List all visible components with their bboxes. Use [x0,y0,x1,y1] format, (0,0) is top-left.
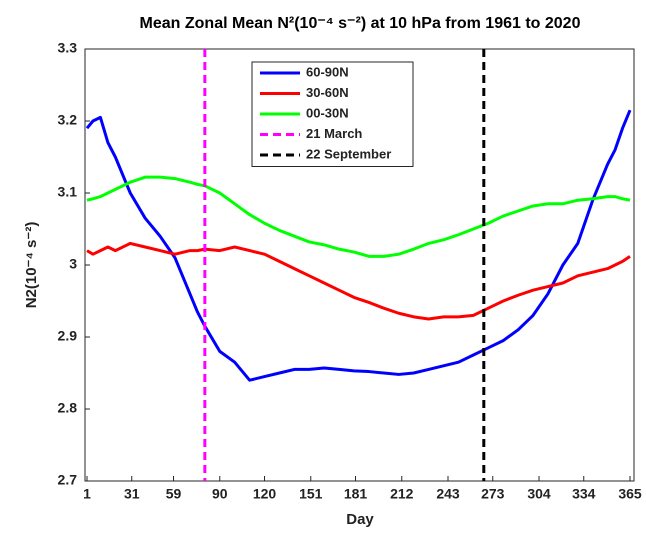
y-tick-label: 2.7 [58,472,78,488]
y-tick-label: 3 [69,256,77,272]
x-tick-label: 120 [253,486,277,502]
y-tick-label: 3.1 [58,184,78,200]
y-tick-label: 3.3 [58,40,78,56]
x-tick-label: 59 [166,486,182,502]
y-axis-label: N2(10⁻⁴ s⁻²) [23,222,40,309]
x-tick-label: 273 [481,486,505,502]
legend-label: 60-90N [306,64,349,79]
legend-label: 22 September [306,146,391,161]
legend-label: 21 March [306,126,362,141]
legend-label: 30-60N [306,85,349,100]
x-tick-label: 304 [527,486,551,502]
legend-label: 00-30N [306,105,349,120]
series-line [85,109,632,382]
x-tick-label: 90 [212,486,228,502]
x-tick-label: 1 [83,486,91,502]
x-tick-label: 243 [436,486,460,502]
chart-title: Mean Zonal Mean N²(10⁻⁴ s⁻²) at 10 hPa f… [140,15,581,32]
x-tick-label: 365 [618,486,642,502]
x-tick-label: 181 [344,486,368,502]
y-tick-label: 2.8 [58,400,78,416]
x-tick-label: 212 [390,486,414,502]
x-axis-label: Day [346,511,374,528]
series-line [86,241,631,321]
y-tick-label: 3.2 [58,112,78,128]
x-tick-label: 151 [299,486,323,502]
x-tick-label: 31 [124,486,140,502]
series-line [86,175,631,258]
x-tick-label: 334 [572,486,596,502]
y-tick-label: 2.9 [58,328,78,344]
